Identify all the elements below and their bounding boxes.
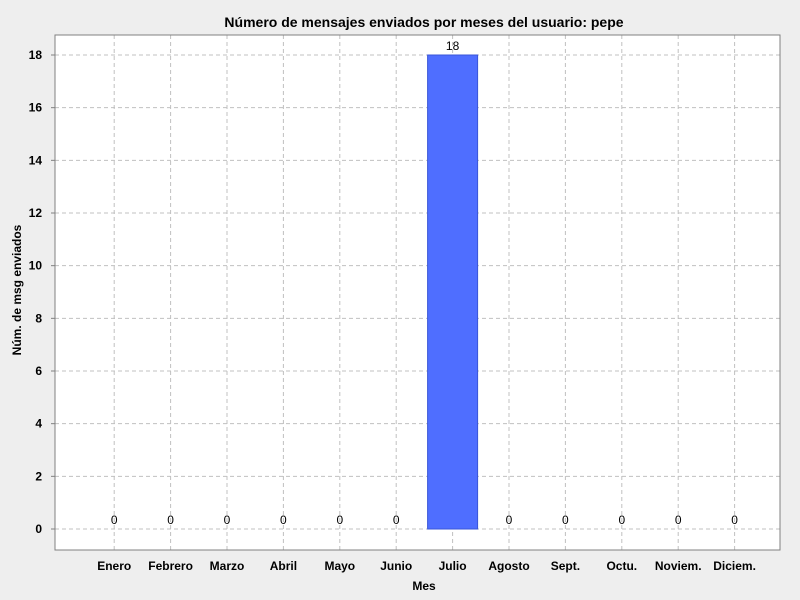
y-tick-label: 0 [35, 522, 42, 536]
data-label: 0 [506, 513, 513, 527]
x-category-label: Agosto [488, 559, 529, 573]
data-label: 0 [562, 513, 569, 527]
x-category-label: Diciem. [713, 559, 756, 573]
x-axis-ticks: Enero Febrero Marzo Abril Mayo Junio Julio Agos… [97, 559, 756, 573]
data-label: 0 [280, 513, 287, 527]
data-label: 0 [167, 513, 174, 527]
x-category-label: Sept. [551, 559, 580, 573]
y-tick-label: 6 [35, 364, 42, 378]
x-axis-label: Mes [412, 579, 436, 593]
data-label: 18 [446, 39, 460, 53]
data-label: 0 [731, 513, 738, 527]
data-labels: 0 0 0 0 0 0 18 0 0 0 0 0 [111, 39, 738, 527]
x-category-label: Marzo [210, 559, 245, 573]
data-label: 0 [393, 513, 400, 527]
y-tick-label: 8 [35, 311, 42, 325]
bar [427, 54, 479, 530]
y-tick-label: 18 [29, 48, 43, 62]
y-tick-label: 16 [29, 101, 43, 115]
x-category-label: Abril [270, 559, 297, 573]
y-tick-label: 12 [29, 206, 43, 220]
data-label: 0 [111, 513, 118, 527]
data-label: 0 [224, 513, 231, 527]
x-category-label: Julio [439, 559, 467, 573]
y-axis-label: Núm. de msg enviados [10, 224, 24, 355]
data-label: 0 [336, 513, 343, 527]
plot-area [55, 35, 780, 550]
y-axis-ticks: 0 2 4 6 8 10 12 14 16 18 [29, 48, 55, 536]
data-label: 0 [618, 513, 625, 527]
y-tick-label: 14 [29, 153, 43, 167]
bars [427, 54, 479, 530]
x-category-label: Junio [380, 559, 412, 573]
data-label: 0 [675, 513, 682, 527]
x-category-label: Febrero [148, 559, 193, 573]
x-category-label: Enero [97, 559, 131, 573]
chart-title: Número de mensajes enviados por meses de… [224, 14, 623, 30]
x-category-label: Mayo [324, 559, 355, 573]
x-category-label: Noviem. [655, 559, 702, 573]
y-tick-label: 4 [35, 417, 42, 431]
plot-border [54, 34, 781, 551]
x-category-label: Octu. [606, 559, 637, 573]
y-tick-label: 2 [35, 469, 42, 483]
y-tick-label: 10 [29, 259, 43, 273]
